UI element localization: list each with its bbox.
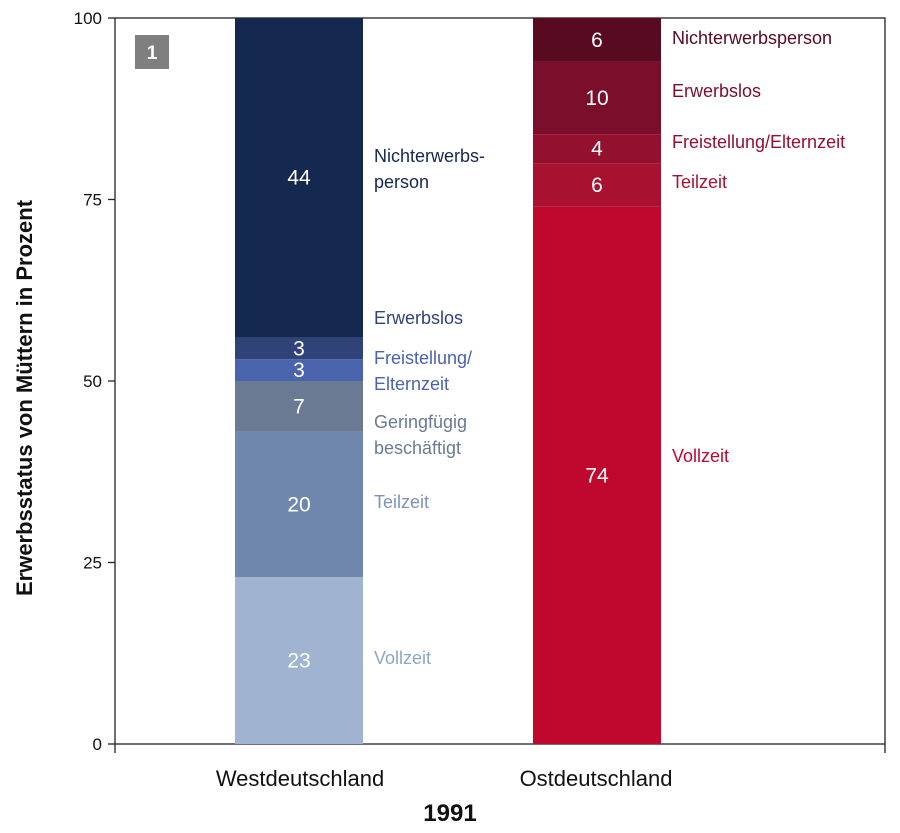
bar-segment-ost-3 bbox=[533, 61, 661, 135]
bar-segment-west-4 bbox=[235, 337, 363, 360]
bar-segment-west-5 bbox=[235, 18, 363, 338]
segment-category-label: Erwerbslos bbox=[374, 308, 463, 328]
bar-segment-west-2 bbox=[235, 381, 363, 432]
y-tick-label: 75 bbox=[83, 191, 102, 210]
segment-value-label: 74 bbox=[585, 464, 609, 487]
y-axis: 0 25 50 75 100 bbox=[74, 9, 886, 754]
segment-value-label: 44 bbox=[287, 167, 311, 190]
segment-value-label: 6 bbox=[591, 174, 603, 197]
segment-category-label: Teilzeit bbox=[374, 492, 429, 512]
segment-category-label: Freistellung/Elternzeit bbox=[374, 348, 472, 394]
plot-frame bbox=[114, 17, 886, 745]
x-category-label: Ostdeutschland bbox=[520, 766, 673, 791]
panel-badge: 1 bbox=[135, 35, 169, 69]
y-tick-label: 100 bbox=[74, 9, 102, 28]
segment-category-label: Nichterwerbsperson bbox=[672, 28, 832, 48]
segment-value-label: 3 bbox=[293, 337, 305, 360]
segment-category-label: Geringfügig beschäftigt bbox=[374, 412, 467, 458]
x-axis-categories: Westdeutschland Ostdeutschland bbox=[216, 766, 673, 791]
bar-segment-west-3 bbox=[235, 359, 363, 381]
segment-labels-group: Vollzeit Teilzeit Geringfügig beschäftigt Fr… bbox=[374, 28, 845, 668]
y-tick-label: 25 bbox=[83, 554, 102, 573]
panel-badge-label: 1 bbox=[147, 43, 158, 64]
segment-category-label: Erwerbslos bbox=[672, 81, 761, 101]
bar-segment-west-1 bbox=[235, 431, 363, 578]
segment-value-label: 3 bbox=[293, 359, 305, 382]
segment-value-label: 4 bbox=[591, 138, 603, 161]
panel-badge-box bbox=[135, 35, 169, 69]
y-tick-label: 50 bbox=[83, 372, 102, 391]
segment-value-label: 23 bbox=[287, 650, 310, 673]
bar-segment-ost-1 bbox=[533, 163, 661, 207]
segment-value-label: 7 bbox=[293, 395, 305, 418]
bar-segment-west-0 bbox=[235, 577, 363, 744]
bars-group: 23 20 7 33 44 74 6 4 10 6 bbox=[235, 18, 661, 744]
segment-value-label: 10 bbox=[585, 87, 608, 110]
segment-category-label: Nichterwerbs-person bbox=[374, 146, 485, 192]
x-category-label: Westdeutschland bbox=[216, 766, 384, 791]
segment-category-label: Teilzeit bbox=[672, 172, 727, 192]
segment-category-label: Freistellung/Elternzeit bbox=[672, 132, 845, 152]
y-tick-label: 0 bbox=[93, 735, 102, 754]
bar-segment-ost-4 bbox=[533, 18, 661, 62]
bar-segment-ost-2 bbox=[533, 134, 661, 164]
segment-category-label: Vollzeit bbox=[374, 648, 431, 668]
bar-segment-ost-0 bbox=[533, 206, 661, 744]
segment-category-label: Vollzeit bbox=[672, 446, 729, 466]
y-axis-title: Erwerbsstatus von Müttern in Prozent bbox=[12, 199, 37, 596]
x-axis-title: 1991 bbox=[423, 800, 476, 827]
segment-value-label: 6 bbox=[591, 29, 603, 52]
segment-value-label: 20 bbox=[287, 493, 310, 516]
